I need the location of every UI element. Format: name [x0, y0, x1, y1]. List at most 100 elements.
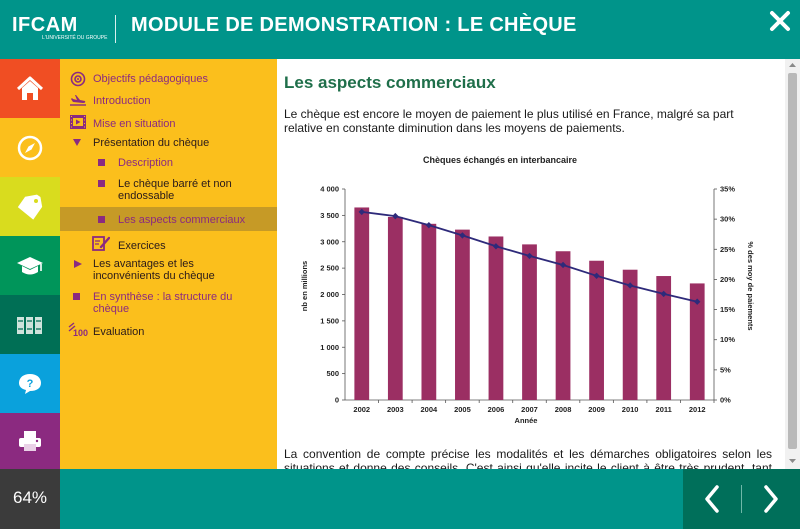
chart-bar — [455, 229, 470, 400]
compass-button[interactable] — [0, 118, 60, 177]
video-icon — [70, 115, 86, 129]
y2-tick-label: 10% — [720, 335, 735, 344]
scrollbar-thumb[interactable] — [788, 73, 797, 449]
chevron-left-icon — [705, 485, 719, 513]
header-divider — [115, 15, 116, 43]
menu-item-label: Le chèque barré et non endossable — [118, 178, 232, 202]
progress-text: 64% — [12, 488, 48, 507]
y-tick-label: 1 000 — [320, 343, 339, 352]
menu-item-avantages[interactable]: Les avantages et les inconvénients du ch… — [60, 257, 277, 283]
tag-icon — [17, 194, 43, 220]
menu-item-label: Les aspects commerciaux — [118, 214, 246, 226]
svg-text:?: ? — [27, 378, 34, 390]
y2-tick-label: 20% — [720, 275, 735, 284]
triangle-right-icon — [74, 260, 82, 268]
menu-item-synthese[interactable]: En synthèse : la structure du chèque — [60, 290, 277, 316]
logo-tagline: L'UNIVERSITÉ DU GROUPE — [42, 35, 108, 41]
square-bullet-icon — [98, 159, 105, 166]
chart-bar — [555, 251, 571, 400]
y2-tick-label: 25% — [720, 245, 735, 254]
chart-bar — [522, 244, 537, 400]
y-tick-label: 3 500 — [320, 211, 339, 220]
scroll-down-arrow-icon[interactable] — [785, 455, 800, 467]
previous-button[interactable] — [683, 469, 741, 529]
chart-title: Chèques échangés en interbancaire — [423, 155, 577, 165]
x-tick-label: 2003 — [387, 405, 404, 414]
x-tick-label: 2006 — [488, 405, 505, 414]
x-tick-label: 2004 — [421, 405, 439, 414]
nav-divider — [741, 485, 742, 513]
menu-item-presentation[interactable]: Présentation du chèque — [60, 136, 277, 150]
menu-item-label: Objectifs pédagogiques — [93, 73, 208, 85]
chart-line-point — [358, 208, 365, 216]
menu-item-objectifs[interactable]: Objectifs pédagogiques — [60, 71, 277, 87]
help-button[interactable]: ? — [0, 354, 60, 413]
active-menu-highlight — [60, 207, 277, 231]
chart-bar — [589, 260, 604, 400]
books-icon — [17, 316, 42, 334]
compass-icon — [17, 135, 43, 160]
x-tick-label: 2007 — [521, 405, 538, 414]
y2-tick-label: 5% — [720, 365, 731, 374]
y-tick-label: 4 000 — [320, 185, 339, 194]
score-100-icon: 100 — [68, 322, 88, 338]
content-panel: Les aspects commerciaux Le chèque est en… — [277, 59, 785, 469]
tag-button[interactable] — [0, 177, 60, 236]
graduation-button[interactable] — [0, 236, 60, 295]
x-tick-label: 2011 — [656, 405, 672, 414]
header-bar: IFCAM L'UNIVERSITÉ DU GROUPE MODULE DE D… — [0, 0, 800, 59]
menu-item-exercices[interactable]: Exercices — [60, 236, 277, 253]
home-button[interactable] — [0, 59, 60, 118]
square-bullet-icon — [98, 216, 105, 223]
print-button[interactable] — [0, 413, 60, 469]
y-axis-label: nb en millions — [300, 261, 309, 311]
chart-line-point — [526, 252, 533, 260]
square-bullet-icon — [73, 293, 80, 300]
page-title: Les aspects commerciaux — [284, 73, 496, 92]
exercise-icon — [92, 236, 110, 251]
x-tick-label: 2002 — [353, 405, 370, 414]
menu-item-label: Exercices — [118, 240, 166, 252]
library-button[interactable] — [0, 295, 60, 354]
y-tick-label: 3 000 — [320, 237, 339, 246]
menu-item-introduction[interactable]: Introduction — [60, 94, 277, 108]
chart-line-point — [492, 243, 500, 250]
next-button[interactable] — [742, 469, 800, 529]
square-bullet-icon — [98, 180, 105, 187]
menu-item-cheque-barre[interactable]: Le chèque barré et non endossable — [60, 177, 277, 203]
chart-bar — [488, 236, 504, 400]
menu-item-evaluation[interactable]: 100 Evaluation — [60, 322, 277, 339]
menu-item-aspects-commerciaux[interactable]: Les aspects commerciaux — [60, 213, 277, 227]
menu-item-label: En synthèse : la structure du chèque — [93, 291, 233, 315]
menu-item-mise-en-situation[interactable]: Mise en situation — [60, 115, 277, 131]
scroll-up-arrow-icon[interactable] — [785, 59, 800, 71]
content-scrollbar[interactable] — [785, 59, 800, 469]
target-icon — [70, 71, 86, 87]
chart-bar — [689, 283, 705, 400]
y2-axis-label: % des moy de paiements — [746, 241, 755, 330]
menu-item-description[interactable]: Description — [60, 156, 277, 170]
close-button[interactable] — [764, 5, 796, 37]
close-icon — [770, 11, 790, 31]
y-tick-label: 2 000 — [320, 290, 339, 299]
x-tick-label: 2010 — [622, 405, 639, 414]
chart-line-point — [459, 232, 466, 239]
x-tick-label: 2005 — [454, 405, 471, 414]
svg-text:100: 100 — [73, 328, 88, 338]
airplane-icon — [70, 95, 86, 106]
course-menu: Objectifs pédagogiques Introduction Mise… — [60, 59, 277, 469]
footer-bar: 64% — [0, 469, 800, 529]
cheques-chart: Chèques échangés en interbancaire 0 500 1 … — [300, 155, 755, 425]
chart-bar — [387, 216, 403, 400]
x-tick-label: 2009 — [588, 405, 605, 414]
menu-item-label: Description — [118, 157, 174, 169]
chart-bar — [354, 207, 370, 400]
home-icon — [16, 76, 44, 100]
y-tick-label: 0 — [335, 396, 339, 405]
navigation-controls — [683, 469, 800, 529]
y-tick-label: 500 — [326, 369, 339, 378]
module-title: MODULE DE DEMONSTRATION : LE CHÈQUE — [131, 14, 577, 36]
y-tick-label: 1 500 — [320, 316, 339, 325]
chart-line-point — [626, 282, 634, 289]
